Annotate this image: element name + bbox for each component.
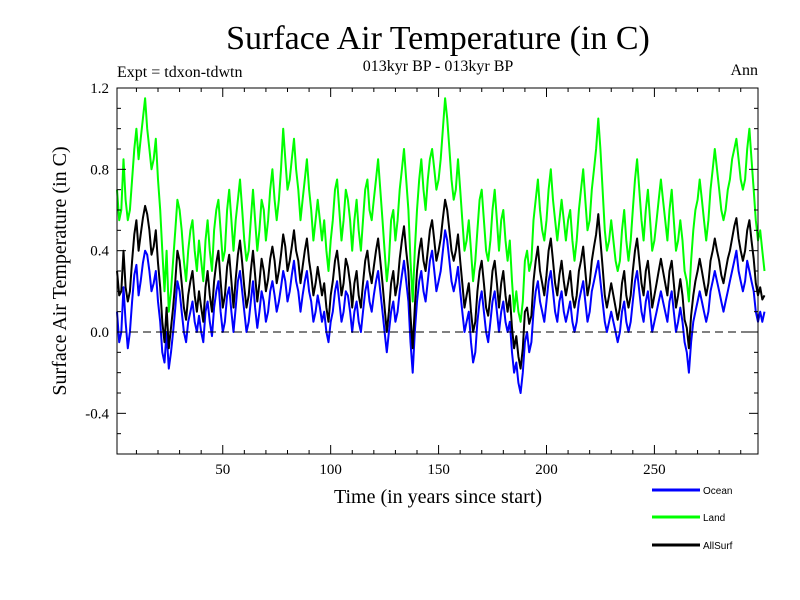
legend-label-ocean: Ocean (703, 486, 732, 497)
experiment-label: Expt = tdxon-tdwtn (117, 64, 242, 81)
x-axis-label: Time (in years since start) (334, 486, 542, 508)
x-tick-label: 100 (319, 462, 342, 478)
y-tick-label: 0.0 (90, 325, 109, 341)
series-line-ocean (116, 229, 766, 394)
y-tick-label: 1.2 (90, 81, 109, 97)
chart-subtitle: 013kyr BP - 013kyr BP (363, 58, 514, 75)
y-axis-label: Surface Air Temperature (in C) (49, 146, 71, 395)
legend-label-land: Land (703, 513, 725, 524)
y-tick-label: -0.4 (85, 406, 109, 422)
x-tick-label: 150 (427, 462, 450, 478)
y-tick-label: 0.8 (90, 162, 109, 178)
chart-title: Surface Air Temperature (in C) (226, 20, 650, 57)
legend: Ocean Land AllSurf (652, 486, 733, 552)
x-tick-label: 250 (643, 462, 666, 478)
x-tick-label: 50 (215, 462, 230, 478)
legend-label-allsurf: AllSurf (703, 541, 733, 552)
plot-area: 50 100 150 200 250 -0.4 0.0 0.4 0.8 1.2 (85, 81, 766, 478)
series-line-land (116, 97, 766, 323)
series-line-allsurf (116, 198, 766, 370)
season-label: Ann (730, 62, 758, 79)
x-tick-label: 200 (535, 462, 558, 478)
y-tick-label: 0.4 (90, 244, 109, 260)
